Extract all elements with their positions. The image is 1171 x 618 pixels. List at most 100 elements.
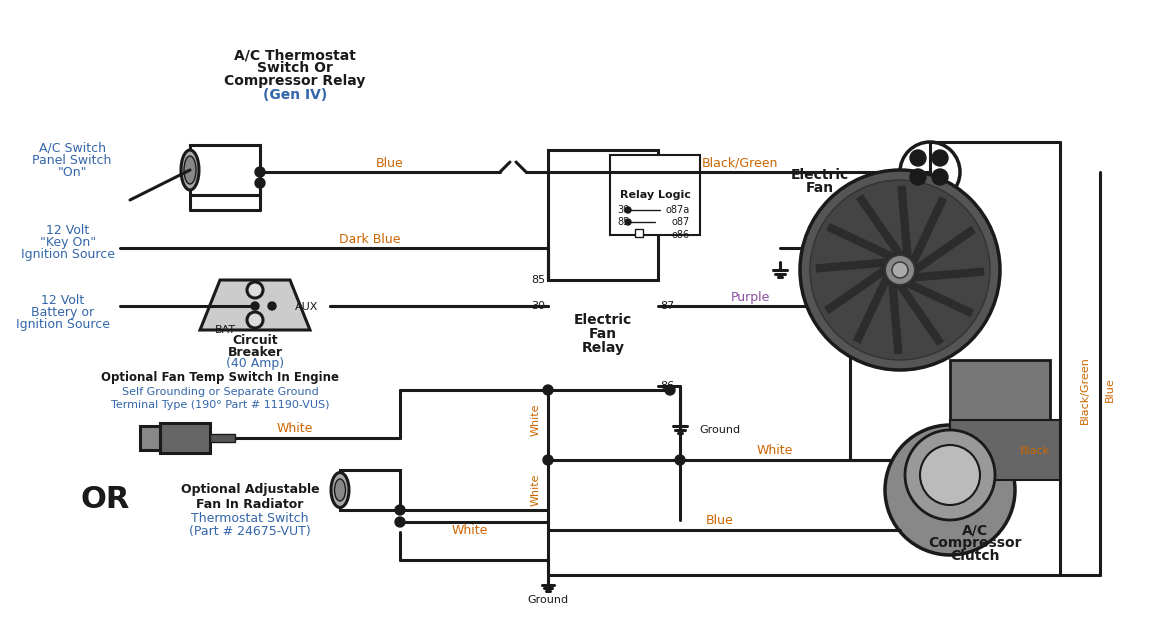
Text: Black: Black <box>1020 446 1050 456</box>
Text: Fan: Fan <box>589 327 617 341</box>
Text: Blue: Blue <box>1105 378 1115 402</box>
Text: Optional Adjustable: Optional Adjustable <box>180 483 320 496</box>
Text: White: White <box>276 423 313 436</box>
Text: Purple: Purple <box>731 290 769 303</box>
Text: Blue: Blue <box>706 514 734 527</box>
Bar <box>141 426 160 450</box>
Circle shape <box>885 255 915 285</box>
Circle shape <box>395 505 405 515</box>
Text: A/C Switch: A/C Switch <box>39 142 105 154</box>
Text: Electric: Electric <box>574 313 632 327</box>
Circle shape <box>910 150 926 166</box>
Text: 86: 86 <box>660 381 674 391</box>
Text: Black/Green: Black/Green <box>1080 356 1090 424</box>
Circle shape <box>932 169 949 185</box>
Circle shape <box>543 385 553 395</box>
Text: "On": "On" <box>57 166 87 179</box>
Text: 85: 85 <box>617 217 629 227</box>
Text: 30: 30 <box>617 205 629 215</box>
Text: BAT: BAT <box>214 325 235 335</box>
Bar <box>950 420 1060 480</box>
Circle shape <box>910 169 926 185</box>
Circle shape <box>892 262 908 278</box>
Text: 12 Volt: 12 Volt <box>47 224 90 237</box>
Bar <box>190 145 260 195</box>
Text: Panel Switch: Panel Switch <box>33 153 111 166</box>
Text: Compressor Relay: Compressor Relay <box>225 74 365 88</box>
Text: (Gen IV): (Gen IV) <box>262 88 327 102</box>
Text: White: White <box>530 474 541 506</box>
Circle shape <box>800 170 1000 370</box>
Bar <box>210 434 235 442</box>
Text: White: White <box>452 523 488 536</box>
Text: Relay: Relay <box>582 341 624 355</box>
Text: 85: 85 <box>530 275 545 285</box>
Circle shape <box>810 180 989 360</box>
Ellipse shape <box>182 150 199 190</box>
Text: Ignition Source: Ignition Source <box>16 318 110 331</box>
Text: Breaker: Breaker <box>227 345 282 358</box>
Circle shape <box>543 455 553 465</box>
Bar <box>610 155 700 235</box>
Bar <box>548 150 658 280</box>
Text: Blue: Blue <box>376 156 404 169</box>
Circle shape <box>932 150 949 166</box>
Circle shape <box>885 425 1015 555</box>
Bar <box>340 470 400 510</box>
Circle shape <box>625 207 631 213</box>
Bar <box>160 423 210 453</box>
Circle shape <box>674 455 685 465</box>
Text: o87: o87 <box>672 217 690 227</box>
Circle shape <box>247 282 263 298</box>
Text: Ignition Source: Ignition Source <box>21 247 115 261</box>
Ellipse shape <box>184 156 196 184</box>
Text: Clutch: Clutch <box>950 549 1000 563</box>
Bar <box>950 360 1050 450</box>
Text: Relay Logic: Relay Logic <box>619 190 691 200</box>
Text: Ground: Ground <box>699 425 740 435</box>
Text: "Key On": "Key On" <box>40 235 96 248</box>
Text: White: White <box>756 444 793 457</box>
Text: Battery or: Battery or <box>32 305 95 318</box>
Circle shape <box>268 302 276 310</box>
Ellipse shape <box>335 479 345 501</box>
Text: o86: o86 <box>672 230 690 240</box>
Circle shape <box>905 430 995 520</box>
Text: Circuit: Circuit <box>232 334 278 347</box>
Circle shape <box>665 385 674 395</box>
Text: 30: 30 <box>530 301 545 311</box>
Text: Black/Green: Black/Green <box>701 156 779 169</box>
Text: (Part # 24675-VUT): (Part # 24675-VUT) <box>190 525 310 538</box>
Text: Terminal Type (190° Part # 11190-VUS): Terminal Type (190° Part # 11190-VUS) <box>111 400 329 410</box>
Text: (40 Amp): (40 Amp) <box>226 357 285 371</box>
Circle shape <box>900 142 960 202</box>
Circle shape <box>255 167 265 177</box>
Text: OR: OR <box>81 486 130 515</box>
Polygon shape <box>200 280 310 330</box>
Circle shape <box>247 312 263 328</box>
Text: AUX: AUX <box>295 302 319 312</box>
Text: Fan: Fan <box>806 181 834 195</box>
Text: o87a: o87a <box>666 205 690 215</box>
Text: A/C Thermostat: A/C Thermostat <box>234 48 356 62</box>
Circle shape <box>395 517 405 527</box>
Circle shape <box>920 445 980 505</box>
Text: Self Grounding or Separate Ground: Self Grounding or Separate Ground <box>122 387 319 397</box>
Text: Optional Fan Temp Switch In Engine: Optional Fan Temp Switch In Engine <box>101 371 338 384</box>
Ellipse shape <box>331 473 349 507</box>
Text: Ground: Ground <box>527 595 569 605</box>
Text: Fan In Radiator: Fan In Radiator <box>197 497 303 510</box>
Bar <box>635 229 643 237</box>
Text: Switch Or: Switch Or <box>258 61 333 75</box>
Text: Electric: Electric <box>790 168 849 182</box>
Text: Thermostat Switch: Thermostat Switch <box>191 512 309 525</box>
Circle shape <box>625 219 631 225</box>
Circle shape <box>251 302 259 310</box>
Text: 12 Volt: 12 Volt <box>41 294 84 307</box>
Text: Dark Blue: Dark Blue <box>340 232 400 245</box>
Text: 87: 87 <box>660 301 674 311</box>
Circle shape <box>255 178 265 188</box>
Text: White: White <box>530 404 541 436</box>
Text: A/C: A/C <box>961 523 988 537</box>
Text: Compressor: Compressor <box>929 536 1022 550</box>
